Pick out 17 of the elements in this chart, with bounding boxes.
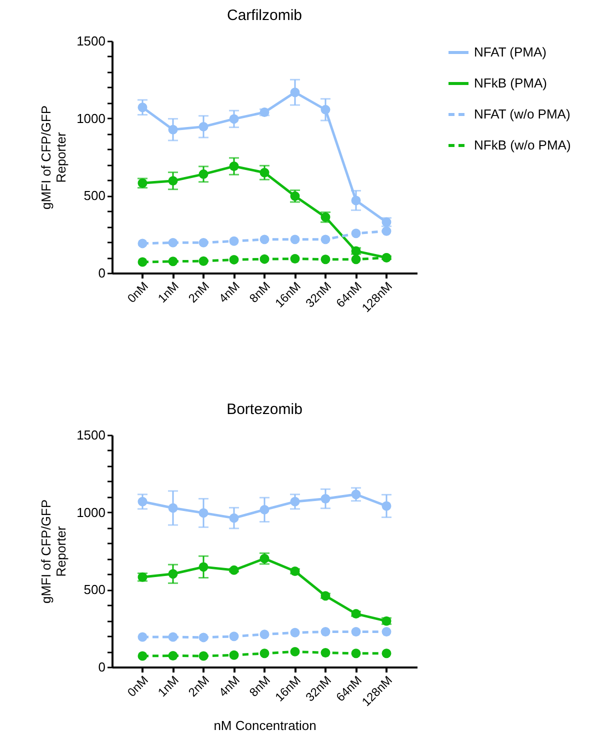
legend-label: NFAT (w/o PMA)	[474, 106, 570, 122]
legend-label: NFkB (w/o PMA)	[474, 138, 571, 152]
y-axis-title: gMFI of CFP/GFP Reporter	[38, 499, 69, 604]
x-axis-title: nM Concentration	[214, 718, 316, 734]
y-axis-title: gMFI of CFP/GFP Reporter	[38, 105, 69, 210]
y-tick-label: 500	[84, 582, 106, 598]
y-tick-label: 0	[98, 660, 106, 674]
legend-label: NFAT (PMA)	[474, 44, 546, 60]
y-tick-label: 1000	[76, 110, 106, 126]
y-tick-label: 0	[98, 266, 106, 280]
chart-title: Carfilzomib	[226, 7, 302, 24]
y-tick-label: 1500	[76, 34, 106, 48]
y-tick-label: 1500	[76, 428, 106, 442]
y-tick-label: 1000	[76, 504, 106, 520]
chart-title: Bortezomib	[226, 401, 302, 418]
legend-label: NFkB (PMA)	[474, 76, 547, 90]
y-tick-label: 500	[84, 188, 106, 204]
